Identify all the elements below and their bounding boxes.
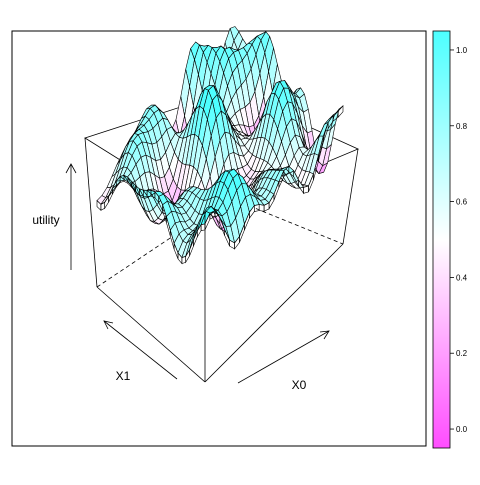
colorkey-tick-label: 0.0: [456, 425, 468, 434]
surface-skirt-y: [96, 199, 102, 211]
surface-skirt-y: [181, 255, 186, 265]
z-axis-arrow: [65, 163, 77, 270]
surface-skirt-x: [303, 185, 309, 194]
surface-skirt-x: [254, 204, 260, 212]
surface-skirt-x: [337, 105, 344, 118]
colorkey-tick-label: 0.2: [456, 349, 468, 358]
surface-skirt-x: [258, 204, 265, 212]
surface-skirt-y: [200, 223, 206, 231]
colorkey-tick-label: 0.4: [456, 273, 468, 282]
surface-mesh: [96, 26, 344, 265]
box-hidden-base-edge-right: [229, 197, 344, 245]
colorkey-ticks: 0.0 0.2 0.4 0.6 0.8 1.0: [450, 46, 468, 434]
y-axis-arrow: [103, 320, 178, 380]
colorkey-tick-label: 1.0: [456, 46, 468, 55]
box-base-edge-right: [204, 243, 344, 383]
colorkey-tick-label: 0.8: [456, 122, 468, 131]
colorkey-tick-label: 0.6: [456, 198, 468, 207]
x-axis-arrow: [237, 330, 330, 384]
colorkey-bar: [432, 30, 451, 449]
x-axis-label: X0: [292, 378, 307, 392]
y-axis-label: X1: [116, 369, 131, 383]
z-axis-label: utility: [32, 213, 59, 227]
box-front-vertical-edge-left: [84, 137, 98, 288]
box-base-edge-left: [96, 286, 206, 383]
box-front-vertical-edge-right: [342, 148, 359, 245]
panel-frame: [11, 30, 427, 447]
